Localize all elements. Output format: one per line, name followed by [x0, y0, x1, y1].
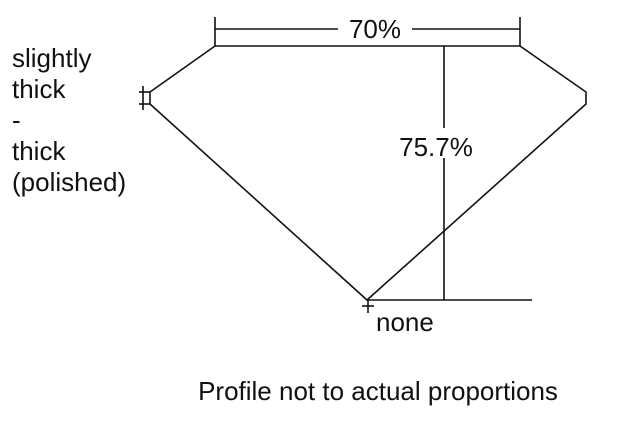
svg-text:thick: thick	[12, 74, 66, 104]
depth-percent-label: 75.7%	[399, 132, 473, 162]
svg-text:(polished): (polished)	[12, 167, 126, 197]
culet-marker	[362, 300, 374, 313]
table-percent-label: 70%	[349, 14, 401, 44]
svg-text:thick: thick	[12, 136, 66, 166]
gem-outline	[149, 45, 587, 302]
svg-text:slightly: slightly	[12, 43, 91, 73]
caption: Profile not to actual proportions	[198, 376, 558, 406]
svg-text:-: -	[12, 105, 21, 135]
girdle-label: slightly thick - thick (polished)	[12, 43, 126, 197]
girdle-marker	[139, 86, 150, 110]
culet-label: none	[376, 307, 434, 337]
